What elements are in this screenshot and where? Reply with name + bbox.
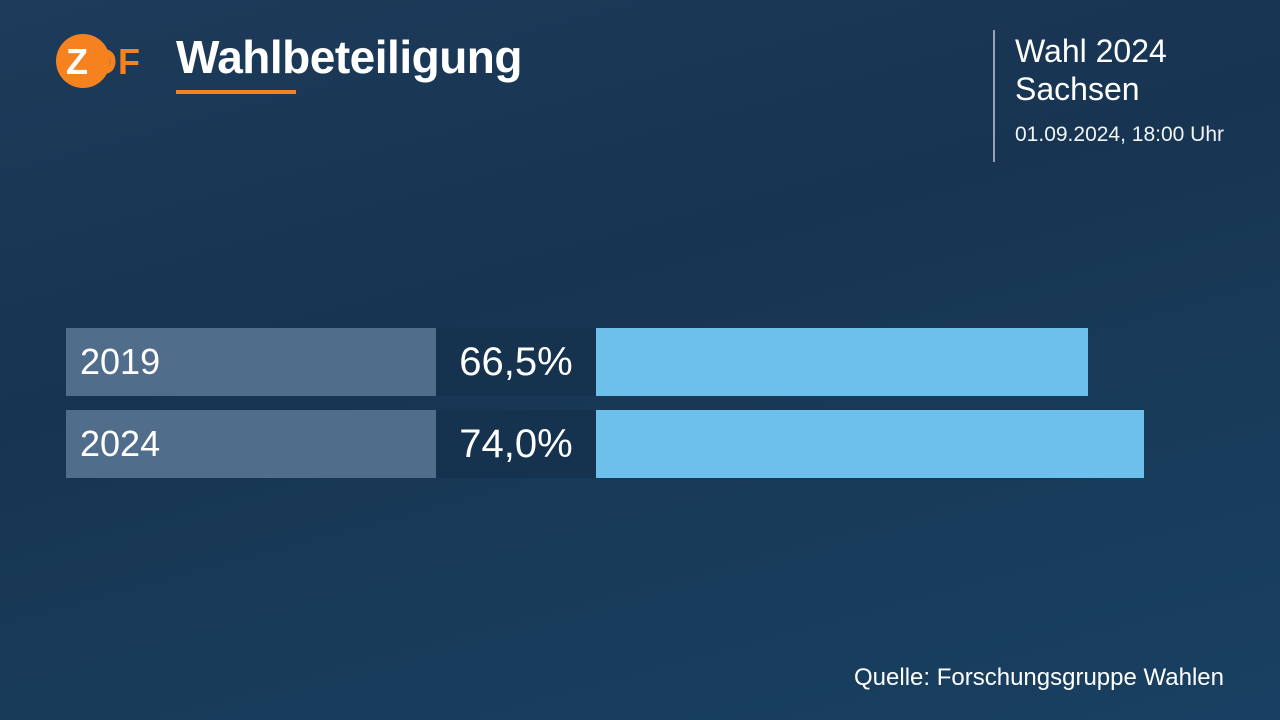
bar: [596, 328, 1088, 396]
source-line: Quelle: Forschungsgruppe Wahlen: [854, 664, 1224, 692]
percent-cell: 66,5%: [436, 328, 596, 396]
year-label: 2024: [80, 423, 160, 465]
header-left: Z D F Wahlbeteiligung: [56, 30, 522, 94]
header: Z D F Wahlbeteiligung Wahl 2024 Sachsen …: [56, 30, 1224, 162]
page-title: Wahlbeteiligung: [176, 30, 522, 84]
title-underline: [176, 90, 296, 94]
logo-letter-f: F: [118, 41, 140, 82]
header-right: Wahl 2024 Sachsen 01.09.2024, 18:00 Uhr: [993, 30, 1224, 162]
context-line-2: Sachsen: [1015, 70, 1224, 108]
context-block: Wahl 2024 Sachsen 01.09.2024, 18:00 Uhr: [1015, 30, 1224, 162]
context-line-1: Wahl 2024: [1015, 32, 1224, 70]
chart-row: 2024 74,0%: [66, 410, 1146, 478]
year-cell: 2024: [66, 410, 436, 478]
chart-row: 2019 66,5%: [66, 328, 1146, 396]
year-cell: 2019: [66, 328, 436, 396]
header-divider: [993, 30, 995, 162]
year-label: 2019: [80, 341, 160, 383]
zdf-logo: Z D F: [56, 34, 146, 88]
turnout-chart: 2019 66,5% 2024 74,0%: [66, 328, 1146, 492]
logo-letter-d: D: [91, 41, 117, 82]
title-block: Wahlbeteiligung: [176, 30, 522, 94]
logo-letter-z: Z: [66, 41, 88, 82]
context-timestamp: 01.09.2024, 18:00 Uhr: [1015, 123, 1224, 147]
bar: [596, 410, 1144, 478]
percent-cell: 74,0%: [436, 410, 596, 478]
